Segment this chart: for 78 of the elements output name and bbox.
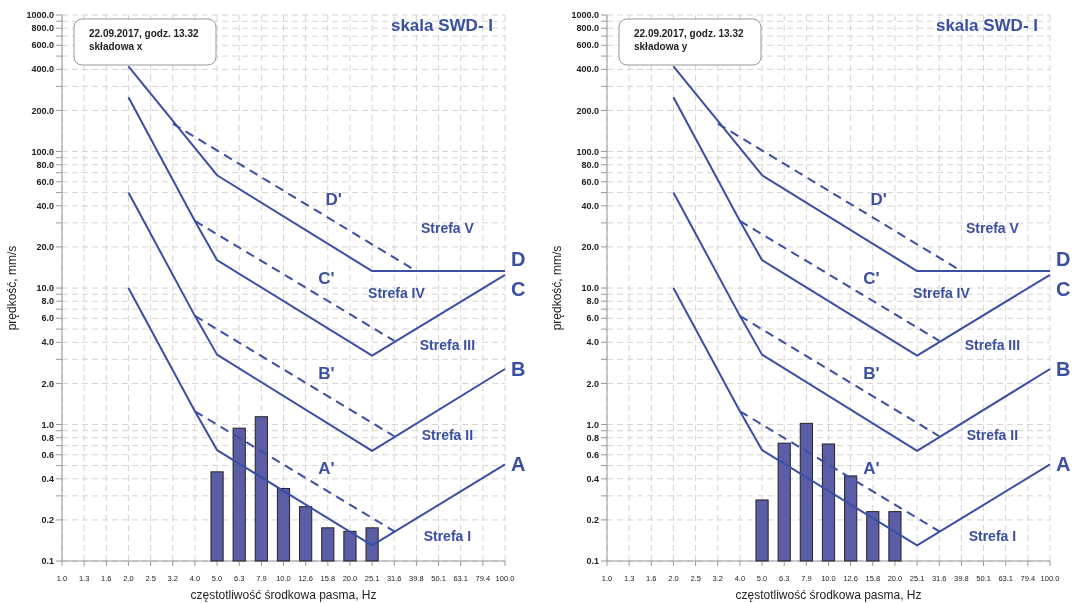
y-tick-label: 20.0	[36, 242, 54, 253]
y-tick-label: 0.1	[586, 556, 599, 567]
y-tick-label: 0.6	[586, 449, 599, 460]
y-tick-label: 6.0	[586, 313, 599, 324]
y-tick-label: 0.4	[41, 473, 54, 484]
series-label: A	[1056, 453, 1071, 476]
annotation: Strefa I	[423, 528, 472, 545]
y-tick-label: 400.0	[576, 64, 599, 75]
y-axis-title: prędkość, mm/s	[550, 245, 564, 331]
series-label: C'	[863, 269, 880, 289]
y-tick-label: 4.0	[586, 337, 599, 348]
y-tick-label: 8.0	[41, 296, 54, 307]
y-tick-label: 400.0	[31, 64, 54, 75]
y-tick-label: 0.8	[586, 432, 599, 443]
annotation: składowa x	[89, 41, 143, 52]
y-tick-label: 1.0	[41, 419, 54, 430]
x-axis-title: częstotliwość środkowa pasma, Hz	[190, 588, 377, 602]
y-tick-label: 200.0	[31, 105, 54, 116]
y-tick-label: 10.0	[581, 283, 599, 294]
y-tick-label: 0.2	[586, 515, 599, 526]
annotation: 22.09.2017, godz. 13.32	[634, 28, 744, 39]
series-label: B'	[318, 364, 335, 384]
y-tick-label: 600.0	[31, 40, 54, 51]
series-label: D'	[325, 189, 342, 209]
y-tick-label: 80.0	[581, 159, 599, 170]
y-tick-label: 60.0	[36, 176, 54, 187]
y-tick-label: 800.0	[31, 23, 54, 34]
annotation: Strefa II	[421, 427, 474, 444]
annotation: Strefa III	[964, 337, 1021, 354]
y-tick-label: 2.0	[41, 378, 54, 389]
series-label: B'	[863, 364, 880, 384]
y-tick-label: 0.8	[41, 432, 54, 443]
chart-title: skala SWD- I	[935, 16, 1038, 35]
y-tick-label: 6.0	[41, 313, 54, 324]
annotation: Strefa IV	[913, 285, 971, 302]
y-tick-label: 0.4	[586, 473, 599, 484]
series-label: C	[511, 277, 526, 300]
y-tick-label: 0.6	[41, 449, 54, 460]
y-tick-label: 40.0	[36, 200, 54, 211]
annotation: Strefa II	[966, 427, 1019, 444]
x-axis-title: częstotliwość środkowa pasma, Hz	[735, 588, 922, 602]
y-tick-label: 10.0	[36, 283, 54, 294]
series-label: C	[1056, 277, 1071, 300]
y-tick-label: 4.0	[41, 337, 54, 348]
chart-title: skala SWD- I	[390, 16, 493, 35]
annotation: składowa y	[634, 41, 688, 52]
series-label: D	[511, 248, 526, 271]
annotation: Strefa V	[420, 219, 475, 236]
y-tick-label: 100.0	[576, 146, 599, 157]
y-tick-label: 40.0	[581, 200, 599, 211]
y-tick-label: 0.2	[41, 515, 54, 526]
y-tick-label: 200.0	[576, 105, 599, 116]
y-tick-label: 100.0	[31, 146, 54, 157]
annotation: Strefa IV	[368, 285, 426, 302]
y-tick-label: 1000.0	[571, 10, 599, 21]
y-tick-label: 600.0	[576, 40, 599, 51]
y-tick-label: 0.1	[41, 556, 54, 567]
y-tick-label: 2.0	[586, 378, 599, 389]
series-label: A'	[863, 459, 880, 479]
y-tick-label: 800.0	[576, 23, 599, 34]
series-label: C'	[318, 269, 335, 289]
series-label: A	[511, 453, 526, 476]
annotation: 22.09.2017, godz. 13.32	[89, 28, 199, 39]
annotation: Strefa V	[965, 219, 1020, 236]
annotation: Strefa III	[419, 337, 476, 354]
y-tick-label: 1.0	[586, 419, 599, 430]
y-tick-label: 60.0	[581, 176, 599, 187]
series-label: B	[1056, 358, 1071, 381]
series-label: D	[1056, 248, 1071, 271]
y-axis-title: prędkość, mm/s	[5, 245, 19, 331]
y-tick-label: 8.0	[586, 296, 599, 307]
series-label: D'	[870, 189, 887, 209]
y-tick-label: 20.0	[581, 242, 599, 253]
y-tick-label: 1000.0	[26, 10, 54, 21]
series-label: A'	[318, 459, 335, 479]
y-tick-label: 80.0	[36, 159, 54, 170]
annotation: Strefa I	[968, 528, 1017, 545]
series-label: B	[511, 358, 526, 381]
